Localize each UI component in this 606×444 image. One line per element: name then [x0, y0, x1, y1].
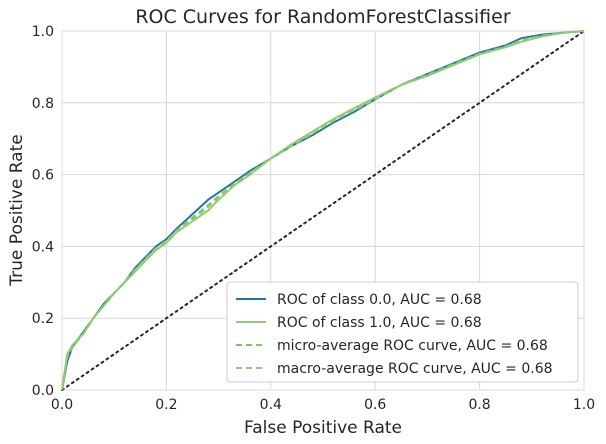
legend-box: [226, 281, 579, 383]
x-tick-label: 0.8: [468, 397, 490, 413]
y-tick-label: 0.8: [32, 96, 54, 112]
y-axis-label: True Positive Rate: [7, 134, 27, 286]
x-tick-label: 0.4: [260, 397, 282, 413]
x-tick-labels: 0.0 0.2 0.4 0.6 0.8 1.0: [51, 397, 595, 413]
legend-label: ROC of class 1.0, AUC = 0.68: [277, 315, 482, 331]
legend-label: ROC of class 0.0, AUC = 0.68: [277, 292, 482, 308]
chance-diagonal-line: [61, 30, 585, 391]
legend: ROC of class 0.0, AUC = 0.68 ROC of class…: [226, 281, 579, 383]
chart-title: ROC Curves for RandomForestClassifier: [135, 6, 511, 28]
y-tick-label: 1.0: [32, 24, 54, 40]
y-tick-label: 0.6: [32, 168, 54, 184]
y-tick-label: 0.0: [32, 383, 54, 399]
x-tick-label: 1.0: [573, 397, 595, 413]
y-tick-label: 0.2: [32, 311, 54, 327]
legend-label: micro-average ROC curve, AUC = 0.68: [277, 338, 548, 354]
x-tick-label: 0.6: [364, 397, 386, 413]
y-tick-labels: 0.0 0.2 0.4 0.6 0.8 1.0: [32, 24, 54, 399]
legend-label: macro-average ROC curve, AUC = 0.68: [277, 361, 553, 377]
x-axis-label: False Positive Rate: [244, 418, 402, 438]
roc-series-line-3: [61, 30, 585, 391]
x-tick-label: 0.0: [51, 397, 73, 413]
roc-curves: [61, 30, 585, 391]
y-tick-label: 0.4: [32, 239, 54, 255]
x-tick-label: 0.2: [155, 397, 177, 413]
